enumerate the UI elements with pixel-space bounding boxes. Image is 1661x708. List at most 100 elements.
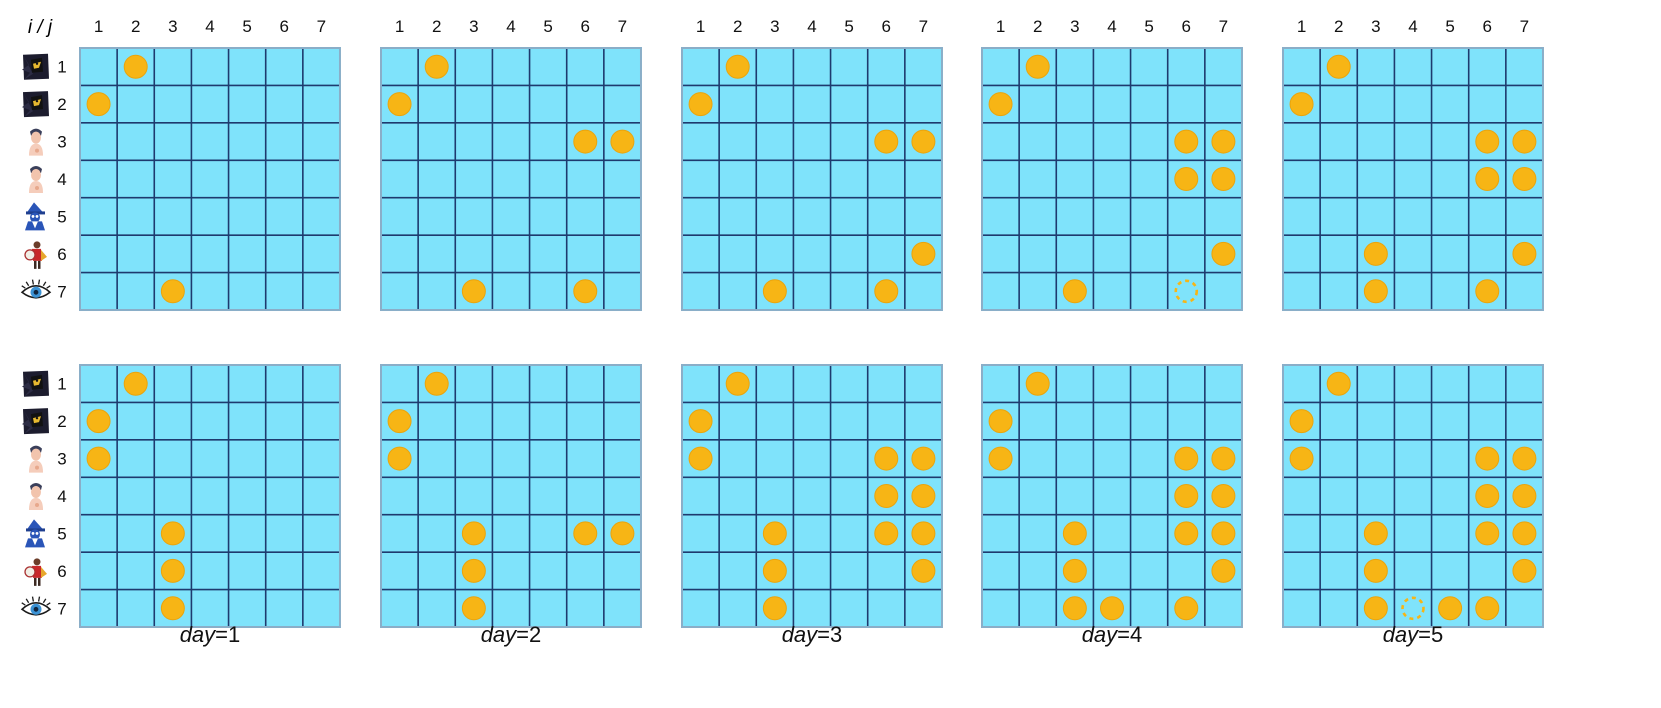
- coin-marker: [1363, 596, 1388, 621]
- coin-marker: [1174, 129, 1199, 154]
- coin-marker: [1363, 521, 1388, 546]
- coin-marker: [1174, 521, 1199, 546]
- grid-background: [982, 48, 1242, 311]
- column-label: 2: [131, 17, 140, 36]
- coin-marker: [874, 484, 899, 509]
- grid-background: [1283, 48, 1543, 311]
- coin-marker: [1062, 521, 1087, 546]
- grid-panel: [79, 47, 341, 312]
- coin-marker: [610, 129, 635, 154]
- coin-marker: [1512, 129, 1537, 154]
- coin-marker: [1512, 167, 1537, 192]
- person-icon: [29, 128, 43, 156]
- grid-background: [381, 365, 641, 628]
- day-label: day=2: [481, 622, 542, 647]
- row-label: 6: [57, 245, 66, 264]
- row-label: 7: [57, 282, 66, 301]
- grid-panel: [681, 47, 943, 312]
- column-label: 3: [469, 17, 478, 36]
- eye-icon: [20, 596, 52, 616]
- coin-marker: [988, 446, 1013, 471]
- grid-background: [381, 48, 641, 311]
- hooded-figure-icon: [22, 91, 49, 118]
- coin-marker: [1211, 521, 1236, 546]
- column-label: 4: [1107, 17, 1116, 36]
- grid-background: [1283, 365, 1543, 628]
- coin-marker: [988, 409, 1013, 434]
- column-label: 2: [1334, 17, 1343, 36]
- column-label: 4: [1408, 17, 1417, 36]
- column-label: 3: [770, 17, 779, 36]
- coin-marker: [1475, 129, 1500, 154]
- column-label: 1: [996, 17, 1005, 36]
- column-label: 7: [919, 17, 928, 36]
- column-label: 7: [317, 17, 326, 36]
- coin-marker: [911, 558, 936, 583]
- grid-border: [981, 364, 1243, 629]
- coin-marker: [387, 446, 412, 471]
- column-label: 3: [1371, 17, 1380, 36]
- column-label: 5: [1445, 17, 1454, 36]
- coin-marker: [573, 279, 598, 304]
- coin-marker: [762, 596, 787, 621]
- removed-coin-marker: [1401, 596, 1425, 621]
- column-label: 7: [618, 17, 627, 36]
- grid-border: [1282, 364, 1544, 629]
- column-label: 6: [581, 17, 590, 36]
- coin-marker: [461, 521, 486, 546]
- row-label: 4: [57, 170, 66, 189]
- coin-marker: [1475, 521, 1500, 546]
- grid-background: [682, 365, 942, 628]
- coin-marker: [86, 409, 111, 434]
- coin-marker: [874, 279, 899, 304]
- hooded-figure-icon: [22, 370, 49, 397]
- coin-marker: [762, 279, 787, 304]
- coin-marker: [1211, 446, 1236, 471]
- coin-marker: [911, 129, 936, 154]
- column-label: 1: [696, 17, 705, 36]
- coin-marker: [1062, 558, 1087, 583]
- coin-marker: [461, 558, 486, 583]
- coin-marker: [1475, 446, 1500, 471]
- grid-panel: [981, 364, 1243, 629]
- wizard-icon: [25, 202, 45, 231]
- column-label: 5: [844, 17, 853, 36]
- coin-marker: [874, 446, 899, 471]
- grid-panel: [380, 47, 642, 312]
- coin-marker: [1512, 241, 1537, 266]
- row-label: 1: [57, 58, 66, 77]
- coin-marker: [762, 558, 787, 583]
- coin-marker: [1363, 279, 1388, 304]
- grid-border: [681, 47, 943, 312]
- column-label: 5: [242, 17, 251, 36]
- coin-marker: [1099, 596, 1124, 621]
- coin-marker: [1211, 129, 1236, 154]
- grid-panel: [681, 364, 943, 629]
- coin-marker: [160, 596, 185, 621]
- coin-marker: [86, 92, 111, 117]
- coin-marker: [1512, 521, 1537, 546]
- coin-marker: [424, 371, 449, 396]
- coin-marker: [688, 446, 713, 471]
- corner-label: i / j: [28, 17, 53, 38]
- coin-marker: [911, 446, 936, 471]
- column-headers: i / j 1 2 3 4 5 6 7 1 2 3 4 5 6 7 1 2 3 4 5 6 7 1 2 3 4 5 6 7 1 2 3 4 5 6 7: [28, 17, 1529, 38]
- grid-background: [682, 48, 942, 311]
- coin-marker: [573, 521, 598, 546]
- coin-marker: [424, 54, 449, 79]
- coin-marker: [1512, 558, 1537, 583]
- coin-marker: [461, 279, 486, 304]
- day-labels: day=1 day=2 day=3 day=4 day=5: [180, 622, 1444, 647]
- coin-marker: [874, 129, 899, 154]
- row-label: 2: [57, 412, 66, 431]
- coin-marker: [1289, 92, 1314, 117]
- coin-marker: [1174, 596, 1199, 621]
- column-label: 2: [1033, 17, 1042, 36]
- column-label: 2: [432, 17, 441, 36]
- day-label: day=4: [1082, 622, 1143, 647]
- coin-marker: [160, 558, 185, 583]
- row-label: 1: [57, 375, 66, 394]
- row-labels: 1 2 3 4 5 6 7 1 2 3 4 5 6 7: [20, 53, 67, 618]
- row-label: 5: [57, 524, 66, 543]
